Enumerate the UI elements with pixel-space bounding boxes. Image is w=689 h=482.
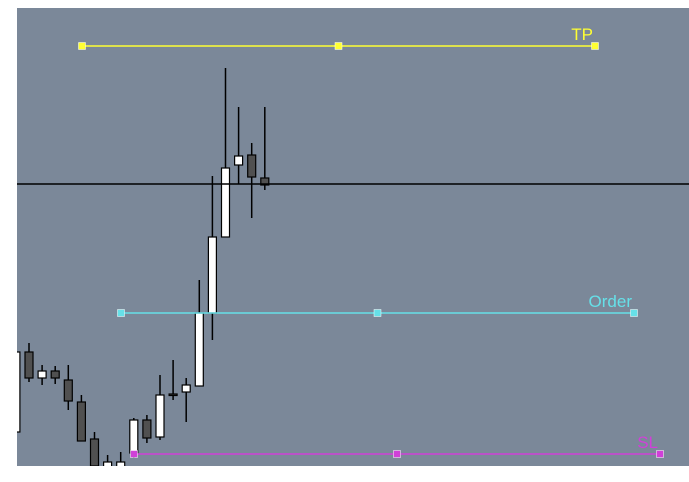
candle-body [142,419,152,439]
candle-body [247,154,257,178]
level-handle [78,42,86,50]
level-handle [373,309,382,317]
level-handle [656,450,664,458]
candle-body [50,370,60,379]
candle-body [260,177,270,186]
candle-body [24,351,34,379]
level-label: TP [571,25,593,44]
plot-area [17,8,689,466]
candle-body [234,155,244,166]
candle-body [89,438,100,466]
candle-body [155,394,165,438]
candle-body [116,461,126,466]
candle-body [17,351,21,433]
level-handle [130,450,138,458]
candle-body [129,419,139,454]
candle-body [181,384,191,393]
level-label: SL [637,433,658,452]
candle-body [207,236,217,314]
level-handle [334,42,343,50]
candle-body [168,393,178,397]
candle-body [102,461,113,466]
candle-body [220,167,231,238]
candle-body [76,401,87,442]
level-handle [630,309,638,317]
levels: TP Order SL [17,25,689,458]
candle-body [37,370,47,379]
candle-body [194,312,204,387]
level-handle [117,309,125,317]
level-handle [393,450,401,458]
level-label: Order [589,292,633,311]
candle-body [63,379,73,402]
level-handle [591,42,599,50]
